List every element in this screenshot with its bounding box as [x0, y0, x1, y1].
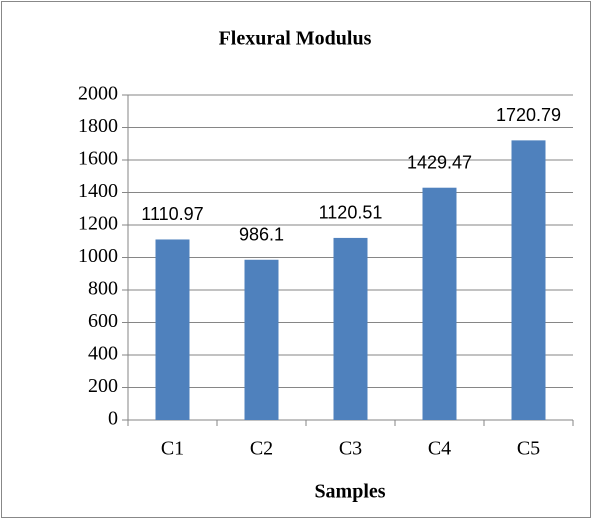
y-tick-label: 1800: [78, 115, 118, 137]
chart-title: Flexural Modulus: [219, 28, 372, 50]
y-tick-label: 1600: [78, 148, 118, 170]
y-tick-label: 1200: [78, 213, 118, 235]
x-tick-label: C4: [428, 438, 451, 460]
data-label: 1720.79: [496, 105, 561, 125]
bar: [333, 237, 368, 420]
data-label: 1110.97: [141, 204, 203, 224]
x-axis-label: Samples: [314, 481, 385, 503]
x-tick-label: C5: [517, 438, 540, 460]
bar: [244, 259, 279, 420]
y-tick-label: 400: [88, 343, 118, 365]
y-tick-label: 800: [88, 278, 118, 300]
bar: [511, 140, 546, 420]
y-tick-label: 600: [88, 310, 118, 332]
bar: [155, 239, 190, 420]
y-tick-label: 0: [108, 408, 118, 430]
bar: [422, 187, 457, 420]
y-tick-label: 2000: [78, 83, 118, 105]
x-tick-label: C1: [161, 438, 184, 460]
data-label: 986.1: [239, 225, 284, 245]
data-label: 1120.51: [319, 203, 383, 223]
y-tick-label: 200: [88, 375, 118, 397]
data-label: 1429.47: [407, 152, 472, 172]
x-tick-label: C2: [250, 438, 273, 460]
x-tick-label: C3: [339, 438, 362, 460]
y-tick-label: 1400: [78, 180, 118, 202]
y-tick-label: 1000: [78, 245, 118, 267]
